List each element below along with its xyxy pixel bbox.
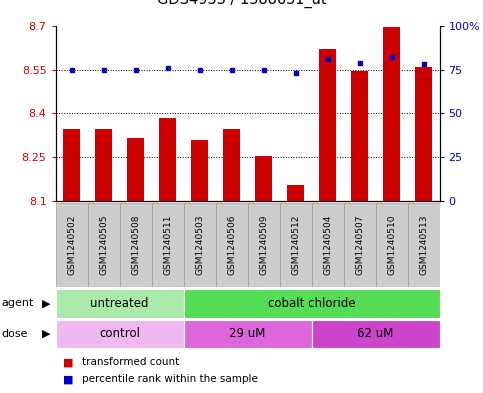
Bar <box>223 129 241 201</box>
Text: 62 uM: 62 uM <box>357 327 394 340</box>
Bar <box>312 320 440 348</box>
Text: GSM1240505: GSM1240505 <box>99 215 108 275</box>
Bar <box>127 138 144 201</box>
Text: GSM1240504: GSM1240504 <box>323 215 332 275</box>
Bar <box>215 203 248 287</box>
Text: percentile rank within the sample: percentile rank within the sample <box>82 374 258 384</box>
Text: GSM1240510: GSM1240510 <box>387 215 396 275</box>
Bar <box>408 203 440 287</box>
Text: 29 uM: 29 uM <box>229 327 266 340</box>
Bar <box>120 203 152 287</box>
Bar <box>280 203 312 287</box>
Text: GSM1240506: GSM1240506 <box>227 215 236 275</box>
Bar <box>56 289 184 318</box>
Bar <box>287 185 304 201</box>
Text: GSM1240509: GSM1240509 <box>259 215 268 275</box>
Bar <box>95 129 113 201</box>
Bar <box>383 28 400 201</box>
Text: ■: ■ <box>63 357 73 367</box>
Bar <box>376 203 408 287</box>
Bar <box>87 203 120 287</box>
Text: transformed count: transformed count <box>82 357 179 367</box>
Bar <box>184 203 215 287</box>
Bar <box>184 289 440 318</box>
Text: untreated: untreated <box>90 297 149 310</box>
Text: GSM1240503: GSM1240503 <box>195 215 204 275</box>
Bar <box>343 203 376 287</box>
Text: cobalt chloride: cobalt chloride <box>268 297 355 310</box>
Text: GSM1240507: GSM1240507 <box>355 215 364 275</box>
Text: GSM1240512: GSM1240512 <box>291 215 300 275</box>
Bar <box>351 71 369 201</box>
Text: GSM1240502: GSM1240502 <box>67 215 76 275</box>
Bar <box>248 203 280 287</box>
Bar <box>184 320 312 348</box>
Text: dose: dose <box>1 329 28 339</box>
Bar <box>415 67 432 201</box>
Bar <box>191 140 208 201</box>
Text: GDS4953 / 1388631_at: GDS4953 / 1388631_at <box>156 0 327 8</box>
Text: control: control <box>99 327 140 340</box>
Bar <box>56 320 184 348</box>
Text: ▶: ▶ <box>42 298 50 309</box>
Bar <box>159 118 176 201</box>
Bar <box>319 49 336 201</box>
Bar <box>255 156 272 201</box>
Bar <box>312 203 343 287</box>
Text: ▶: ▶ <box>42 329 50 339</box>
Text: GSM1240508: GSM1240508 <box>131 215 140 275</box>
Text: GSM1240511: GSM1240511 <box>163 215 172 275</box>
Text: ■: ■ <box>63 374 73 384</box>
Bar <box>63 129 80 201</box>
Bar <box>152 203 184 287</box>
Text: agent: agent <box>1 298 33 309</box>
Text: GSM1240513: GSM1240513 <box>419 215 428 275</box>
Bar <box>56 203 87 287</box>
